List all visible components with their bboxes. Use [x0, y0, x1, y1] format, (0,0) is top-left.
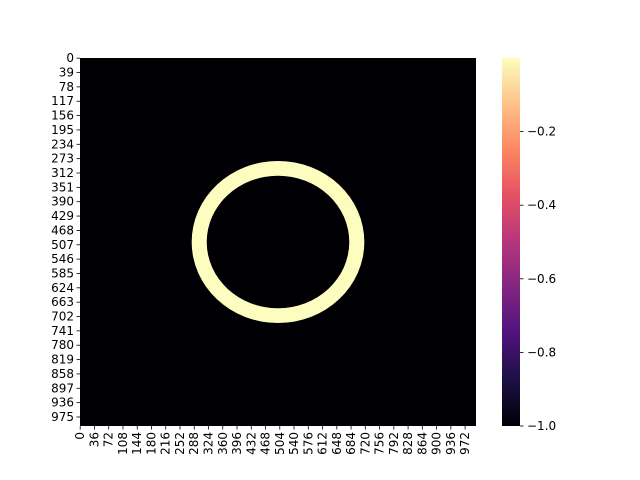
- heatmap-plot-area: [80, 58, 476, 426]
- x-tick-label: 360: [216, 432, 230, 455]
- x-tick-label: 504: [273, 432, 287, 455]
- x-tick-label: 972: [458, 432, 472, 455]
- y-tick-label: 975: [51, 410, 74, 424]
- y-tick-label: 663: [51, 295, 74, 309]
- y-tick-label: 312: [51, 166, 74, 180]
- colorbar-tick-label: −0.8: [527, 345, 556, 359]
- y-tick-label: 429: [51, 209, 74, 223]
- colorbar-tick-label: −1.0: [527, 419, 556, 433]
- colorbar-ticks: −1.0 −0.8 −0.6 −0.4 −0.2: [520, 125, 556, 433]
- x-tick-label: 468: [259, 432, 273, 455]
- x-tick-label: 144: [130, 432, 144, 455]
- x-tick-label: 576: [301, 432, 315, 455]
- colorbar-tick-label: −0.6: [527, 272, 556, 286]
- y-axis: 0397811715619523427331235139042946850754…: [51, 51, 80, 424]
- y-tick-label: 780: [51, 338, 74, 352]
- y-tick-label: 195: [51, 123, 74, 137]
- y-tick-label: 858: [51, 367, 74, 381]
- x-tick-label: 864: [415, 432, 429, 455]
- colorbar: −1.0 −0.8 −0.6 −0.4 −0.2: [502, 58, 556, 433]
- x-tick-label: 72: [102, 432, 116, 447]
- x-tick-label: 720: [358, 432, 372, 455]
- y-tick-label: 624: [51, 281, 74, 295]
- y-tick-label: 0: [66, 51, 74, 65]
- x-tick-label: 792: [387, 432, 401, 455]
- x-tick-label: 540: [287, 432, 301, 455]
- x-tick-label: 396: [230, 432, 244, 455]
- colorbar-tick-label: −0.2: [527, 125, 556, 139]
- x-tick-label: 288: [187, 432, 201, 455]
- x-tick-label: 252: [173, 432, 187, 455]
- y-tick-label: 585: [51, 266, 74, 280]
- x-tick-label: 684: [344, 432, 358, 455]
- colorbar-gradient: [502, 58, 520, 426]
- x-tick-label: 36: [87, 432, 101, 447]
- y-tick-label: 897: [51, 381, 74, 395]
- x-tick-label: 324: [202, 432, 216, 455]
- y-tick-label: 468: [51, 223, 74, 237]
- x-tick-label: 756: [373, 432, 387, 455]
- y-tick-label: 117: [51, 94, 74, 108]
- x-tick-label: 0: [73, 432, 87, 440]
- y-tick-label: 273: [51, 152, 74, 166]
- y-tick-label: 234: [51, 137, 74, 151]
- x-tick-label: 828: [401, 432, 415, 455]
- y-tick-label: 936: [51, 396, 74, 410]
- x-tick-label: 900: [430, 432, 444, 455]
- y-tick-label: 351: [51, 180, 74, 194]
- y-tick-label: 507: [51, 238, 74, 252]
- x-axis: 0 36 72 108 144 180 216 252 288 324 360 396 432 468 50…: [73, 426, 472, 455]
- y-tick-label: 702: [51, 310, 74, 324]
- y-tick-label: 741: [51, 324, 74, 338]
- y-tick-label: 390: [51, 195, 74, 209]
- x-tick-label: 180: [144, 432, 158, 455]
- x-tick-label: 612: [316, 432, 330, 455]
- x-tick-label: 936: [444, 432, 458, 455]
- x-tick-label: 216: [159, 432, 173, 455]
- x-tick-label: 432: [244, 432, 258, 455]
- y-tick-label: 156: [51, 109, 74, 123]
- y-tick-label: 819: [51, 353, 74, 367]
- y-tick-label: 546: [51, 252, 74, 266]
- heatmap-background-cells: [80, 58, 476, 426]
- x-tick-label: 108: [116, 432, 130, 455]
- x-tick-label: 648: [330, 432, 344, 455]
- colorbar-tick-label: −0.4: [527, 198, 556, 212]
- y-tick-label: 78: [59, 80, 74, 94]
- y-tick-label: 39: [59, 66, 74, 80]
